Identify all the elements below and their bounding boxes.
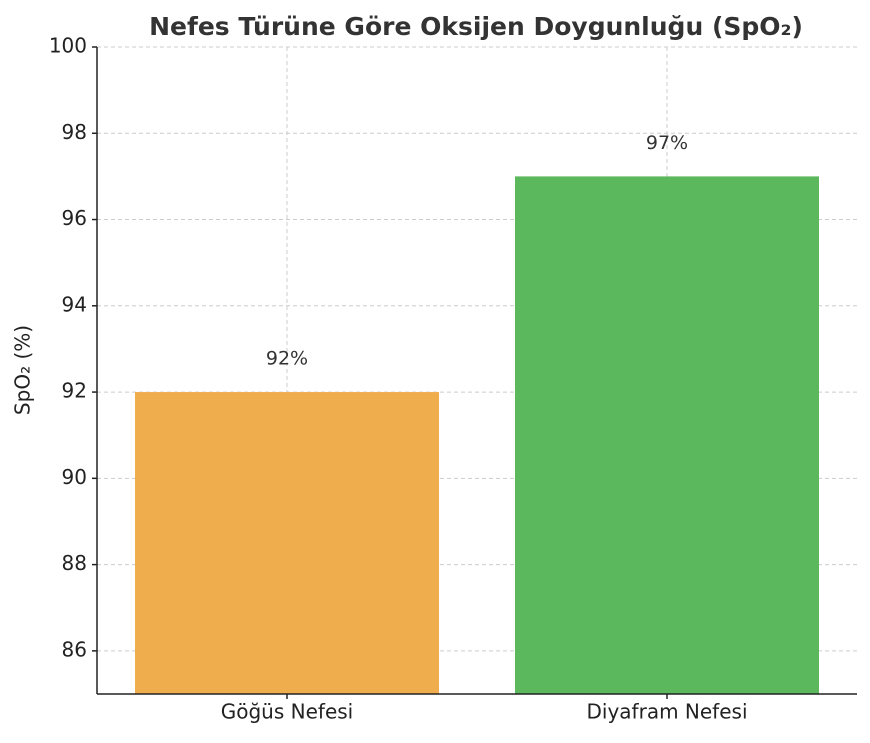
bar [135, 392, 439, 694]
value-label: 92% [266, 348, 308, 370]
y-axis-label: SpO₂ (%) [11, 325, 35, 415]
x-tick-label: Diyafram Nefesi [587, 700, 748, 724]
y-tick-label: 98 [62, 120, 87, 144]
y-tick-label: 88 [62, 551, 87, 575]
chart-title: Nefes Türüne Göre Oksijen Doygunluğu (Sp… [149, 12, 803, 41]
x-tick-label: Göğüs Nefesi [221, 700, 353, 724]
y-tick-label: 92 [62, 379, 87, 403]
value-label: 97% [646, 132, 688, 154]
y-tick-label: 96 [62, 206, 87, 230]
y-tick-label: 90 [62, 465, 87, 489]
bar [515, 176, 819, 694]
y-tick-label: 86 [62, 637, 87, 661]
y-tick-label: 94 [62, 292, 87, 316]
y-tick-label: 100 [49, 34, 87, 58]
